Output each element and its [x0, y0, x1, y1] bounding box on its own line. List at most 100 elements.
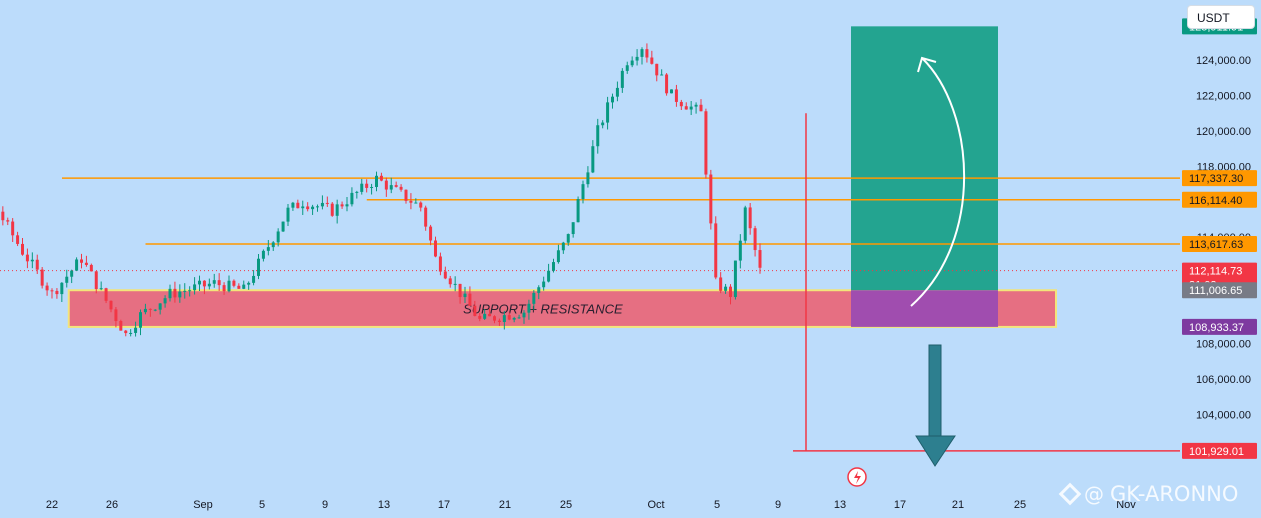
candle-body [379, 175, 383, 181]
candle-body [261, 250, 265, 259]
x-tick-label: 9 [775, 499, 781, 511]
candles-layer [1, 43, 807, 451]
candle-body [517, 317, 521, 319]
candle-body [384, 180, 388, 190]
annotations-layer [847, 56, 966, 487]
candle-body [719, 277, 723, 291]
candle-body [684, 106, 688, 110]
watermark: @ GK-ARONNO [1058, 480, 1258, 508]
currency-selector[interactable]: USDT [1187, 5, 1255, 29]
price-tag-level[interactable] [1182, 235, 1257, 252]
y-tick-label: 104,000.00 [1196, 409, 1251, 421]
candle-body [709, 174, 713, 224]
x-tick-label: 26 [106, 499, 118, 511]
y-tick-label: 106,000.00 [1196, 374, 1251, 386]
candle-body [532, 292, 536, 304]
candle-body [409, 200, 413, 203]
candle-body [75, 259, 79, 271]
target-zone[interactable] [851, 26, 998, 291]
candle-body [655, 63, 659, 76]
price-tag-label: 113,617.63 [1189, 239, 1243, 251]
price-tag-label: 112,114.73 [1189, 266, 1242, 278]
candle-body [650, 57, 654, 64]
price-axis: 124,000.00122,000.00120,000.00118,000.00… [1182, 18, 1257, 459]
price-tag-entry[interactable] [1182, 282, 1257, 299]
x-tick-label: Oct [647, 499, 664, 511]
candle-body [620, 70, 624, 88]
candle-body [109, 300, 113, 310]
candle-body [276, 231, 280, 243]
x-tick-label: 25 [560, 499, 572, 511]
price-tag-level[interactable] [1182, 170, 1257, 187]
candle-body [468, 293, 472, 306]
x-tick-label: 13 [378, 499, 390, 511]
candle-body [296, 202, 300, 209]
candle-body [625, 65, 629, 71]
candle-body [153, 309, 157, 311]
candle-body [424, 207, 428, 227]
candle-body [281, 221, 285, 232]
price-tag-label: 116,114.40 [1189, 195, 1242, 207]
candle-body [566, 234, 570, 243]
candle-body [104, 288, 108, 301]
price-tag-stop[interactable] [1182, 318, 1257, 335]
price-tag-low[interactable] [1182, 442, 1257, 459]
candle-body [724, 286, 728, 291]
stop-zone[interactable] [851, 290, 998, 327]
candle-body [227, 280, 231, 292]
candle-body [94, 271, 98, 290]
arrow-up-head [917, 56, 937, 73]
candle-body [30, 259, 34, 262]
candle-body [502, 315, 506, 322]
candle-body [414, 202, 418, 204]
candle-body [547, 270, 551, 282]
zones-layer: SUPPORT + RESISTANCE [67, 26, 1057, 328]
candle-body [483, 313, 487, 319]
candle-body [89, 264, 93, 272]
candle-body [596, 125, 600, 147]
candle-body [733, 260, 737, 297]
candle-body [271, 242, 275, 248]
candle-body [163, 298, 167, 304]
candle-body [748, 207, 752, 229]
candle-body [178, 291, 182, 298]
candle-body [729, 286, 732, 297]
x-tick-label: 5 [714, 499, 720, 511]
candle-body [493, 316, 496, 321]
candle-body [340, 204, 344, 207]
candle-body [217, 280, 221, 286]
candle-body [571, 222, 575, 235]
candle-body [143, 308, 147, 313]
candle-body [286, 207, 290, 222]
y-tick-label: 108,000.00 [1196, 338, 1251, 350]
price-tag-level[interactable] [1182, 191, 1257, 208]
candle-body [660, 74, 664, 76]
candle-body [311, 206, 315, 210]
candle-body [704, 111, 708, 175]
candle-body [635, 56, 639, 61]
candle-body [586, 172, 590, 185]
candle-body [65, 276, 69, 283]
candle-body [70, 270, 74, 277]
x-tick-label: 13 [834, 499, 846, 511]
x-tick-label: Sep [193, 499, 213, 511]
candle-body [552, 262, 555, 271]
candle-body [335, 204, 339, 216]
candle-body [645, 49, 649, 58]
candle-body [601, 122, 605, 126]
candle-body [252, 275, 256, 283]
candle-body [699, 104, 703, 112]
candle-body [360, 183, 364, 192]
diamond-logo-icon [1058, 482, 1082, 506]
candle-body [714, 223, 718, 278]
candle-body [306, 206, 310, 210]
candle-body [266, 247, 270, 251]
candle-body [674, 89, 678, 102]
x-tick-label: 17 [438, 499, 450, 511]
candle-body [753, 228, 757, 251]
candle-body [738, 240, 742, 261]
candle-body [365, 183, 369, 188]
candle-body [497, 320, 501, 322]
candle-body [6, 220, 10, 222]
